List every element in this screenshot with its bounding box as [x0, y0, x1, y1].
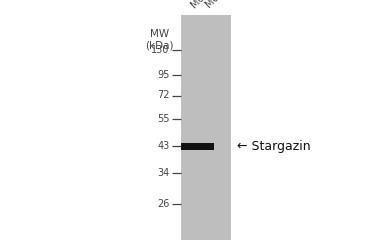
Bar — [181, 143, 214, 150]
Text: Mouse spleen: Mouse spleen — [204, 0, 259, 10]
Text: ← Stargazin: ← Stargazin — [237, 140, 310, 153]
Text: 95: 95 — [157, 70, 169, 80]
Text: 55: 55 — [157, 114, 169, 124]
Text: Mouse brain: Mouse brain — [189, 0, 239, 10]
Text: MW
(kDa): MW (kDa) — [146, 29, 174, 50]
Text: 43: 43 — [157, 141, 169, 151]
Text: 72: 72 — [157, 90, 169, 101]
Text: 130: 130 — [151, 45, 169, 55]
Bar — [181, 15, 231, 240]
Text: 34: 34 — [157, 168, 169, 177]
Text: 26: 26 — [157, 199, 169, 209]
